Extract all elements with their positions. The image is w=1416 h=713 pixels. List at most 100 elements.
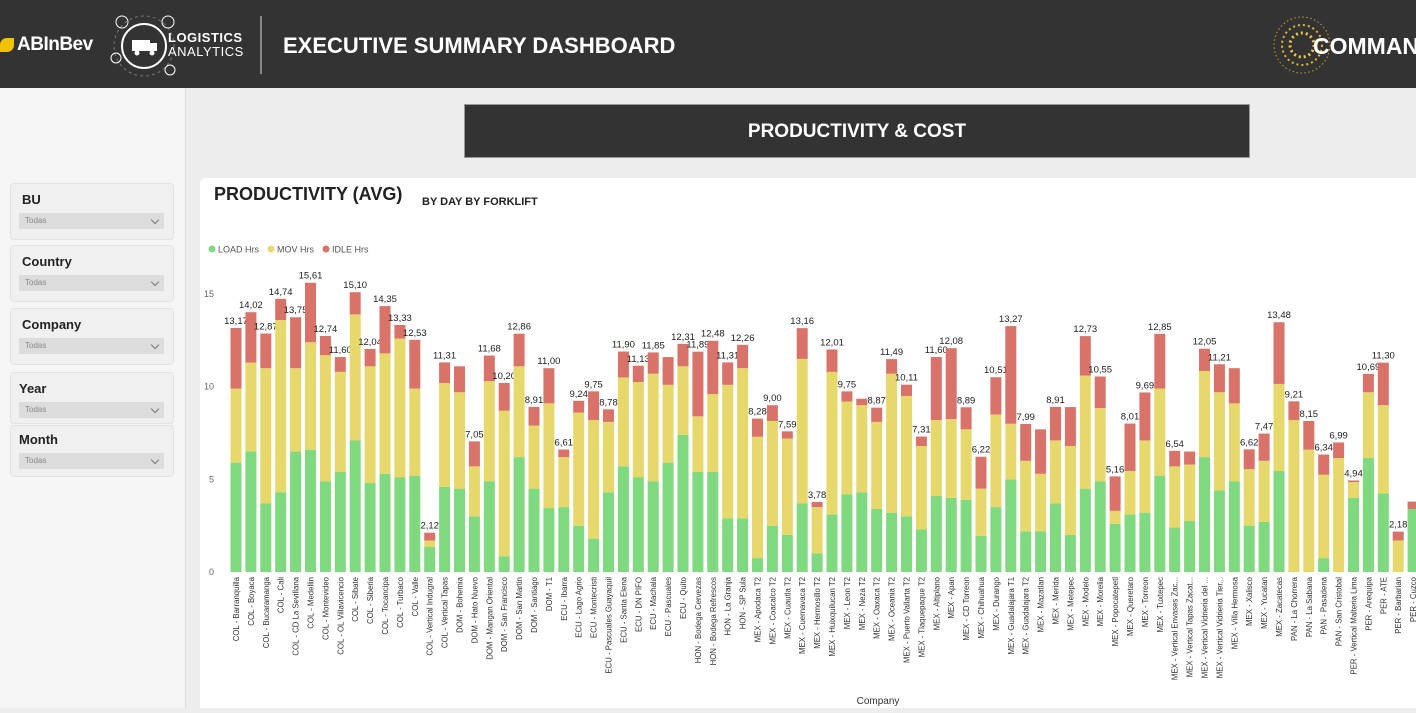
- bar-segment: [439, 486, 451, 572]
- total-label: 4,94: [1344, 468, 1363, 479]
- x-tick-label: MEX - Mazatlan: [1037, 577, 1046, 632]
- bar-segment: [975, 488, 987, 536]
- bar-segment: [826, 371, 838, 515]
- bar-segment: [394, 324, 406, 339]
- dropdown[interactable]: Todas: [19, 213, 164, 229]
- x-tick-label: ECU - Machala: [649, 576, 658, 630]
- filter[interactable]: BU Todas: [10, 183, 174, 240]
- bar-segment: [617, 377, 629, 467]
- bar-segment: [1213, 490, 1225, 572]
- chart-subtitle: BY DAY BY FORKLIFT: [422, 196, 538, 208]
- total-label: 11,31: [716, 350, 739, 361]
- filter[interactable]: Month Todas: [10, 425, 174, 477]
- bar-segment: [692, 416, 704, 472]
- dropdown[interactable]: Todas: [19, 338, 164, 354]
- bar-segment: [677, 366, 689, 435]
- section-title: PRODUCTIVITY & COST: [464, 104, 1250, 158]
- bar-segment: [856, 492, 868, 572]
- bar-segment: [1184, 451, 1196, 465]
- bar-segment: [290, 317, 302, 369]
- filter[interactable]: Country Todas: [10, 245, 174, 302]
- bar-segment: [439, 362, 451, 383]
- dropdown[interactable]: Todas: [19, 402, 164, 418]
- bar-segment: [349, 292, 361, 315]
- bar-segment: [677, 434, 689, 572]
- bar-segment: [707, 394, 719, 472]
- total-label: 12,01: [820, 337, 844, 348]
- bar-segment: [1273, 471, 1285, 572]
- bar-segment: [915, 529, 927, 572]
- bar-segment: [1035, 473, 1047, 532]
- filter-label: Country: [22, 254, 72, 269]
- bar-segment: [722, 384, 734, 519]
- x-tick-label: MEX - Vertical Vidrieria del ...: [1201, 577, 1210, 678]
- bar-segment: [245, 312, 257, 363]
- x-tick-label: COL - Turbaco: [396, 576, 405, 628]
- globe-icon: [1273, 16, 1331, 74]
- filter-label: Company: [22, 317, 82, 332]
- bar-segment: [1199, 348, 1210, 371]
- logo-text: ANALYTICS: [168, 44, 244, 59]
- x-tick-label: MEX - Vertical Envases Zac...: [1171, 577, 1180, 680]
- bar-segment: [617, 466, 629, 572]
- bar-segment: [915, 445, 927, 530]
- bar-segment: [319, 335, 331, 356]
- bar-segment: [603, 421, 614, 493]
- bar-segment: [722, 518, 734, 572]
- bar-segment: [1199, 457, 1210, 572]
- filter[interactable]: Year Todas: [10, 372, 174, 424]
- bar-segment: [543, 508, 555, 572]
- bar-segment: [364, 483, 376, 572]
- bar-segment: [468, 516, 480, 572]
- bar-segment: [1064, 445, 1076, 535]
- x-tick-label: PER - Barbarian: [1394, 577, 1403, 634]
- bar-segment: [811, 553, 823, 572]
- total-label: 15,61: [299, 271, 323, 282]
- dropdown[interactable]: Todas: [19, 453, 164, 469]
- x-tick-label: COL - Cali: [277, 577, 286, 613]
- bar-segment: [737, 344, 749, 369]
- x-tick-label: MEX - Merida: [1052, 576, 1061, 624]
- bar-segment: [752, 436, 763, 559]
- x-tick-label: MEX - Puerto Vallarta T2: [903, 577, 912, 663]
- bar-segment: [513, 366, 525, 458]
- bar-segment: [647, 481, 659, 572]
- bar-segment: [394, 338, 406, 478]
- x-tick-label: HON - Bodega Cervezas: [694, 577, 703, 663]
- x-tick-label: MEX - Chihuahua: [977, 576, 986, 638]
- x-tick-label: MEX - Zacatecas: [1275, 577, 1284, 637]
- bar-segment: [1288, 420, 1300, 572]
- filter[interactable]: Company Todas: [10, 308, 174, 365]
- x-tick-label: MEX - Huixquilucan T2: [828, 577, 837, 657]
- bar-segment: [1109, 476, 1121, 511]
- x-tick-label: MEX - Neza T2: [858, 577, 867, 630]
- x-tick-label: COL - Montevideo: [321, 576, 330, 640]
- bar-segment: [901, 516, 912, 572]
- x-tick-label: COL - Medellin: [307, 577, 316, 629]
- x-tick-label: PAN - Pasadena: [1320, 576, 1329, 634]
- bar-segment: [1258, 521, 1270, 572]
- dropdown[interactable]: Todas: [19, 275, 164, 291]
- dashboard-title: EXECUTIVE SUMMARY DASHBOARD: [283, 33, 676, 58]
- legend-label: MOV Hrs: [277, 245, 314, 255]
- bar-segment: [1213, 392, 1225, 491]
- filter-label: Month: [19, 432, 58, 447]
- bar-segment: [1348, 482, 1359, 498]
- total-label: 12,48: [701, 329, 725, 340]
- bar-segment: [766, 405, 778, 421]
- x-tick-label: MEX - Durango: [992, 576, 1001, 630]
- bar-segment: [1303, 420, 1315, 450]
- bar-segment: [1392, 531, 1404, 541]
- bar-segment: [334, 371, 346, 472]
- x-tick-label: MEX - Modelo: [1081, 576, 1090, 626]
- bar-segment: [305, 342, 316, 450]
- bar-segment: [647, 352, 659, 374]
- bar-segment: [305, 449, 316, 572]
- bar-segment: [260, 503, 272, 572]
- filter-label: Year: [19, 381, 47, 396]
- bar-segment: [454, 366, 465, 393]
- bar-segment: [1377, 362, 1389, 406]
- bar-segment: [260, 368, 272, 504]
- x-tick-label: MEX - Queretaro: [1126, 576, 1135, 636]
